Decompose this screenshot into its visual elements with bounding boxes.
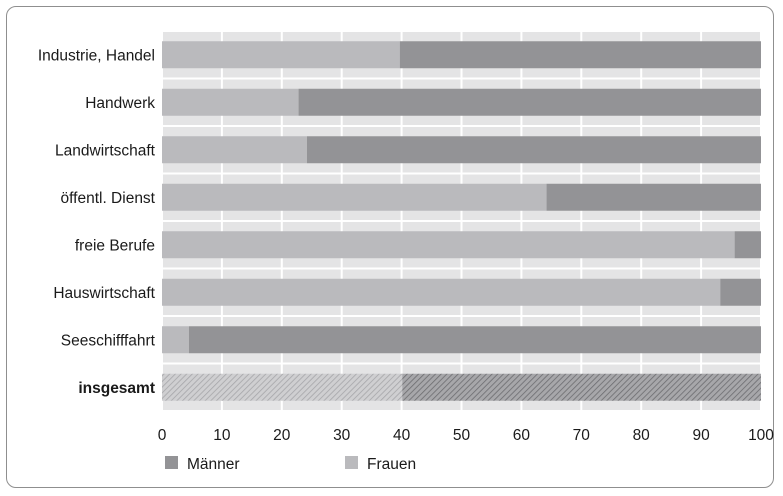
bar-frauen-landwirtschaft: [162, 136, 307, 164]
x-tick-label: 50: [453, 427, 471, 444]
bar-manner-freie-berufe: [734, 231, 761, 259]
x-tick-label: 40: [393, 427, 411, 444]
x-tick-label: 60: [513, 427, 531, 444]
bar-frauen-insgesamt: [162, 373, 403, 401]
legend: Männer Frauen: [165, 456, 416, 473]
category-label: freie Berufe: [75, 237, 155, 254]
bar-manner-landwirtschaft: [306, 136, 761, 164]
bars: [162, 41, 761, 401]
legend-label-manner: Männer: [187, 456, 240, 473]
legend-label-frauen: Frauen: [367, 456, 416, 473]
category-label: öffentl. Dienst: [61, 190, 156, 207]
bar-manner-insgesamt: [402, 373, 761, 401]
category-label: insgesamt: [78, 380, 155, 397]
bar-frauen-industrie-handel: [162, 41, 400, 69]
bar-manner-seeschifffahrt: [188, 326, 761, 354]
bar-frauen-offentl-dienst: [162, 183, 547, 211]
bar-manner-offentl-dienst: [546, 183, 761, 211]
category-labels: Industrie, Handel Handwerk Landwirtschaft ö…: [38, 47, 156, 397]
x-tick-label: 80: [633, 427, 651, 444]
legend-swatch-manner: [165, 456, 178, 469]
category-label: Hauswirtschaft: [53, 285, 155, 302]
bar-manner-handwerk: [298, 88, 761, 116]
bar-frauen-hauswirtschaft: [162, 278, 721, 306]
bar-manner-industrie-handel: [399, 41, 761, 69]
x-axis-tick-labels: 0 10 20 30 40 50 60 70 80 90 100: [158, 427, 775, 444]
bar-frauen-seeschifffahrt: [162, 326, 189, 354]
bar-frauen-handwerk: [162, 88, 299, 116]
x-tick-label: 70: [573, 427, 591, 444]
bar-manner-hauswirtschaft: [720, 278, 761, 306]
category-label: Handwerk: [85, 95, 155, 112]
x-tick-label: 0: [158, 427, 167, 444]
bar-frauen-freie-berufe: [162, 231, 735, 259]
legend-swatch-frauen: [345, 456, 358, 469]
category-label: Landwirtschaft: [55, 142, 156, 159]
x-tick-label: 30: [333, 427, 351, 444]
x-tick-label: 10: [213, 427, 231, 444]
x-tick-label: 90: [692, 427, 710, 444]
x-tick-label: 20: [273, 427, 291, 444]
category-label: Industrie, Handel: [38, 47, 155, 64]
category-label: Seeschifffahrt: [61, 332, 156, 349]
x-tick-label: 100: [748, 427, 774, 444]
